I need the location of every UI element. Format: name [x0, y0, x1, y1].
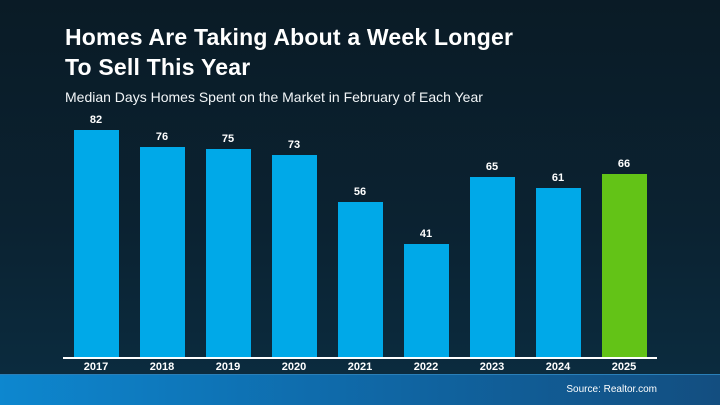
bar-2019 [205, 149, 251, 357]
bar-value-label: 66 [617, 158, 631, 170]
x-axis-label-2024: 2024 [545, 361, 571, 373]
chart-subtitle: Median Days Homes Spent on the Market in… [65, 89, 483, 105]
bar-value-label: 65 [485, 161, 499, 173]
x-axis-line [63, 357, 657, 359]
bar-2022 [403, 244, 449, 357]
x-axis-label-2021: 2021 [347, 361, 373, 373]
bar-value-label: 75 [221, 133, 235, 145]
bar-column-2025: 66 [591, 112, 657, 357]
bar-2025 [601, 174, 647, 357]
page-title-line-1: Homes Are Taking About a Week Longer [65, 24, 514, 50]
bar-column-2019: 75 [195, 112, 261, 357]
bar-column-2024: 61 [525, 112, 591, 357]
footer-bar: Source: Realtor.com [0, 374, 720, 405]
bar-column-2018: 76 [129, 112, 195, 357]
bar-2024 [535, 188, 581, 357]
bar-value-label: 56 [353, 186, 367, 198]
source-attribution: Source: Realtor.com [566, 384, 657, 395]
x-axis-label-2018: 2018 [149, 361, 175, 373]
x-axis-label-2022: 2022 [413, 361, 439, 373]
bar-column-2021: 56 [327, 112, 393, 357]
bar-column-2017: 82 [63, 112, 129, 357]
bar-value-label: 41 [419, 228, 433, 240]
bar-2023 [469, 177, 515, 357]
bar-2021 [337, 202, 383, 357]
x-axis-label-2019: 2019 [215, 361, 241, 373]
title-block: Homes Are Taking About a Week Longer To … [65, 22, 513, 105]
x-axis-label-2017: 2017 [83, 361, 109, 373]
bar-column-2023: 65 [459, 112, 525, 357]
bar-2017 [73, 130, 119, 357]
bar-column-2022: 41 [393, 112, 459, 357]
x-axis-label-2020: 2020 [281, 361, 307, 373]
x-axis-label-2025: 2025 [611, 361, 637, 373]
bar-2018 [139, 147, 185, 357]
page-title-line-2: To Sell This Year [65, 54, 251, 80]
x-axis-label-2023: 2023 [479, 361, 505, 373]
bar-value-label: 61 [551, 172, 565, 184]
x-axis-labels: 2017 2018 2019 2020 2021 2022 2023 2024 2025 [63, 361, 657, 373]
bar-value-label: 76 [155, 131, 169, 143]
bar-value-label: 73 [287, 139, 301, 151]
bar-column-2020: 73 [261, 112, 327, 357]
bar-2020 [271, 155, 317, 357]
bar-chart: 82 76 75 73 56 41 65 61 66 [63, 112, 657, 357]
bar-value-label: 82 [89, 114, 103, 126]
